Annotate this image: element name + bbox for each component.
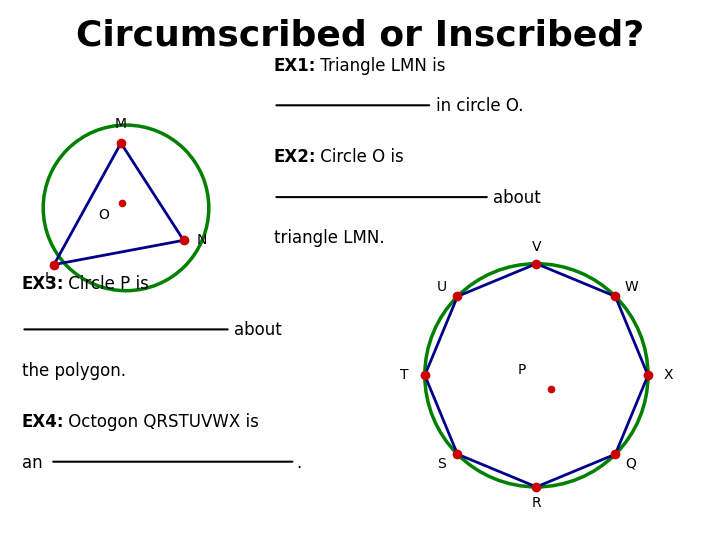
Text: Q: Q bbox=[626, 457, 636, 471]
Text: Circumscribed or Inscribed?: Circumscribed or Inscribed? bbox=[76, 19, 644, 53]
Text: N: N bbox=[197, 233, 207, 247]
Text: in circle O.: in circle O. bbox=[436, 97, 523, 115]
Text: V: V bbox=[531, 240, 541, 254]
Text: EX4:: EX4: bbox=[22, 413, 64, 431]
Text: X: X bbox=[663, 368, 673, 382]
Text: O: O bbox=[99, 208, 109, 222]
Text: P: P bbox=[518, 363, 526, 377]
Text: Triangle LMN is: Triangle LMN is bbox=[315, 57, 446, 75]
Text: Circle P is: Circle P is bbox=[63, 275, 149, 293]
Text: .: . bbox=[297, 454, 302, 471]
Text: EX2:: EX2: bbox=[274, 148, 316, 166]
Text: EX1:: EX1: bbox=[274, 57, 316, 75]
Text: U: U bbox=[436, 280, 446, 294]
Text: the polygon.: the polygon. bbox=[22, 362, 125, 380]
Text: L: L bbox=[45, 271, 52, 285]
Text: W: W bbox=[624, 280, 638, 294]
Text: T: T bbox=[400, 368, 409, 382]
Text: S: S bbox=[437, 457, 446, 471]
Text: R: R bbox=[531, 496, 541, 510]
Text: about: about bbox=[493, 189, 541, 207]
Text: triangle LMN.: triangle LMN. bbox=[274, 230, 384, 247]
Text: EX3:: EX3: bbox=[22, 275, 64, 293]
Text: Octogon QRSTUVWX is: Octogon QRSTUVWX is bbox=[63, 413, 259, 431]
Text: Circle O is: Circle O is bbox=[315, 148, 404, 166]
Text: M: M bbox=[115, 117, 127, 131]
Text: an: an bbox=[22, 454, 48, 471]
Text: about: about bbox=[234, 321, 282, 339]
